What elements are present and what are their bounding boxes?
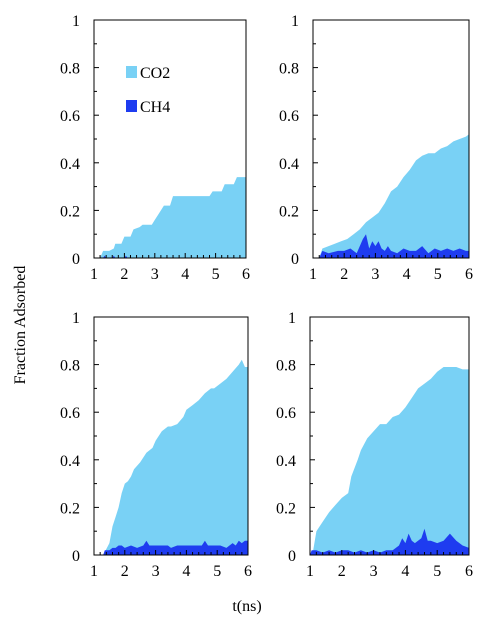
y-tick-label: 0.6 xyxy=(279,108,299,125)
x-tick-label: 1 xyxy=(309,266,317,283)
y-tick-label: 0.2 xyxy=(276,500,296,517)
legend: CO2 CH4 xyxy=(126,65,170,116)
series-area-co2 xyxy=(310,367,469,555)
y-tick-label: 0.4 xyxy=(60,453,80,470)
y-tick-label: 0 xyxy=(288,548,296,565)
y-tick-label: 0.4 xyxy=(276,453,296,470)
panel-bottom-left: 1 2 3 4 5 6 0 0.2 0.4 0.6 0.8 1 xyxy=(60,310,252,580)
y-tick-label: 0.2 xyxy=(279,203,299,220)
x-tick-label: 5 xyxy=(212,266,220,283)
y-tick-label: 1 xyxy=(72,13,80,30)
series-area-ch4 xyxy=(313,234,469,258)
y-tick-label: 0 xyxy=(291,251,299,268)
y-tick-label: 0 xyxy=(72,251,80,268)
y-tick-label: 0.6 xyxy=(60,405,80,422)
x-tick-label: 4 xyxy=(182,563,190,580)
y-tick-label: 0.8 xyxy=(279,61,299,78)
y-tick-label: 0.4 xyxy=(60,156,80,173)
legend-swatch-ch4 xyxy=(126,100,137,112)
legend-label-ch4: CH4 xyxy=(140,99,170,116)
y-tick-label: 0 xyxy=(72,548,80,565)
y-tick-label: 0.8 xyxy=(60,61,80,78)
x-tick-label: 5 xyxy=(433,563,441,580)
x-axis-label: t(ns) xyxy=(232,598,261,615)
y-tick-label: 1 xyxy=(288,310,296,327)
x-tick-label: 3 xyxy=(151,266,159,283)
y-tick-label: 0.8 xyxy=(276,358,296,375)
x-tick-label: 2 xyxy=(338,563,346,580)
x-tick-label: 6 xyxy=(465,266,473,283)
x-tick-label: 3 xyxy=(152,563,160,580)
x-tick-label: 5 xyxy=(434,266,442,283)
x-tick-label: 2 xyxy=(120,266,128,283)
x-tick-label: 3 xyxy=(371,266,379,283)
y-tick-label: 0.4 xyxy=(279,156,299,173)
y-tick-label: 0.2 xyxy=(60,203,80,220)
x-tick-label: 6 xyxy=(244,563,252,580)
x-tick-label: 4 xyxy=(181,266,189,283)
y-tick-label: 1 xyxy=(291,13,299,30)
x-tick-label: 1 xyxy=(306,563,314,580)
legend-label-co2: CO2 xyxy=(140,65,170,82)
legend-swatch-co2 xyxy=(126,66,137,78)
x-tick-label: 5 xyxy=(213,563,221,580)
x-tick-label: 4 xyxy=(403,266,411,283)
panel-top-left: 1 2 3 4 5 6 0 0.2 0.4 0.6 0.8 1 CO2 CH4 xyxy=(60,13,250,283)
y-tick-label: 1 xyxy=(72,310,80,327)
y-tick-label: 0.6 xyxy=(276,405,296,422)
series-area-co2 xyxy=(94,359,248,555)
y-tick-label: 0.8 xyxy=(60,358,80,375)
y-axis-label: Fraction Adsorbed xyxy=(12,266,29,385)
x-tick-label: 6 xyxy=(465,563,473,580)
x-tick-label: 3 xyxy=(370,563,378,580)
series-area-ch4 xyxy=(94,540,248,555)
x-tick-label: 1 xyxy=(90,266,98,283)
series-area-ch4 xyxy=(310,528,469,555)
y-tick-label: 0.6 xyxy=(60,108,80,125)
y-tick-label: 0.2 xyxy=(60,500,80,517)
x-tick-label: 2 xyxy=(121,563,129,580)
series-area-co2 xyxy=(94,177,246,258)
x-tick-label: 1 xyxy=(90,563,98,580)
x-tick-label: 2 xyxy=(340,266,348,283)
panel-bottom-right: 1 2 3 4 5 6 0 0.2 0.4 0.6 0.8 1 xyxy=(276,310,473,580)
x-tick-label: 6 xyxy=(242,266,250,283)
x-tick-label: 4 xyxy=(401,563,409,580)
series-area-co2 xyxy=(313,134,469,258)
panel-top-right: 1 2 3 4 5 6 0 0.2 0.4 0.6 0.8 1 xyxy=(279,13,473,283)
